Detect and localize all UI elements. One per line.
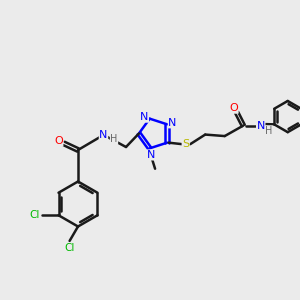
Text: O: O bbox=[229, 103, 238, 113]
Text: N: N bbox=[99, 130, 108, 140]
Text: Cl: Cl bbox=[29, 210, 40, 220]
Text: N: N bbox=[147, 150, 155, 160]
Text: Cl: Cl bbox=[64, 243, 75, 253]
Text: O: O bbox=[54, 136, 63, 146]
Text: N: N bbox=[140, 112, 148, 122]
Text: N: N bbox=[168, 118, 177, 128]
Text: H: H bbox=[110, 134, 118, 144]
Text: S: S bbox=[182, 139, 189, 149]
Text: N: N bbox=[256, 121, 265, 130]
Text: H: H bbox=[266, 126, 273, 136]
